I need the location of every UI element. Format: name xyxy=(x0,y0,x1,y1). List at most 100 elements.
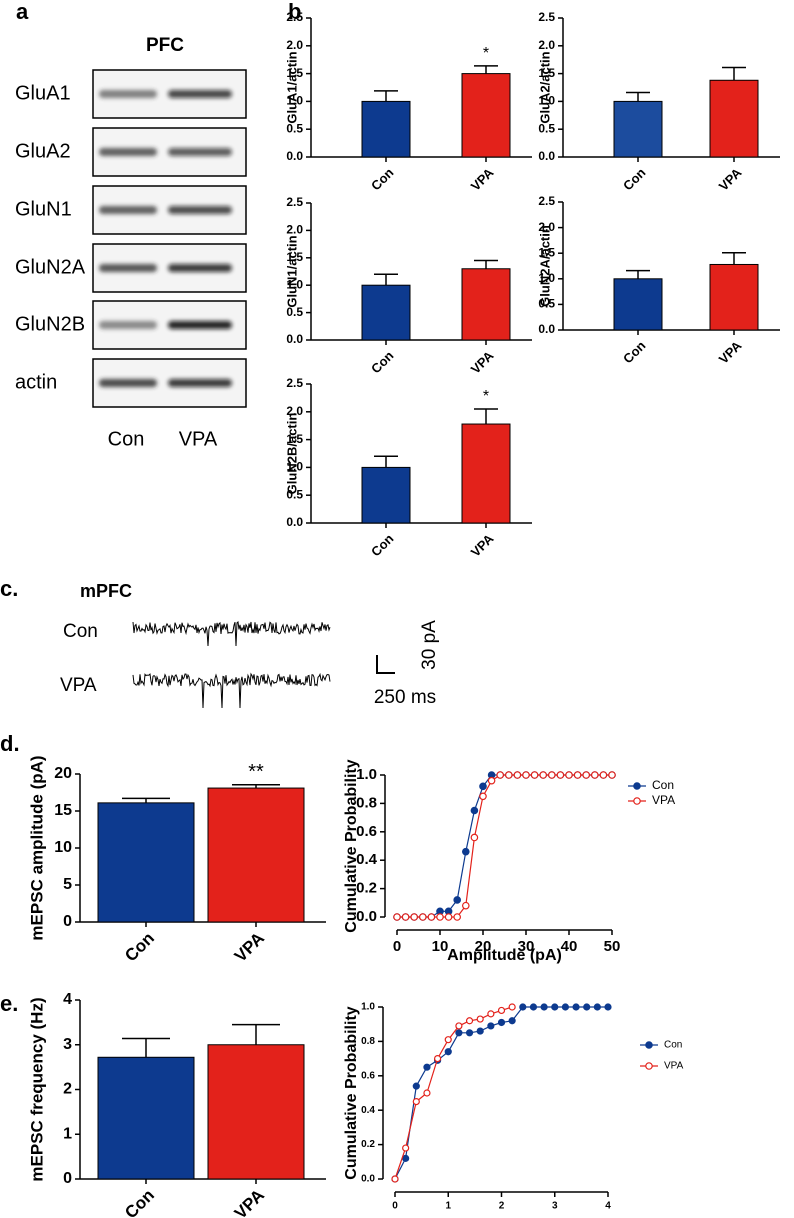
x-tick-label: 4 xyxy=(605,1201,611,1212)
y-tick-label: 1.0 xyxy=(286,94,303,108)
point xyxy=(470,806,479,815)
y-tick-label: 0.0 xyxy=(361,1174,375,1185)
y-tick-label: 1.0 xyxy=(538,271,555,285)
x-tick-label: 3 xyxy=(552,1201,558,1212)
point xyxy=(504,771,513,779)
x-tick-label: 50 xyxy=(604,938,621,955)
point xyxy=(529,1003,538,1011)
legend-marker xyxy=(633,782,641,790)
x-tick-label: Con xyxy=(121,1186,158,1218)
y-tick-label: 2.5 xyxy=(538,10,555,24)
y-tick-label: 2.0 xyxy=(538,38,555,52)
y-tick-label: 2.0 xyxy=(286,404,303,418)
point xyxy=(604,1003,612,1011)
point xyxy=(402,1154,410,1162)
y-tick-label: 0.6 xyxy=(361,1070,375,1081)
panel-label: a xyxy=(16,0,29,24)
significance: * xyxy=(483,45,489,62)
series-line xyxy=(397,774,612,918)
y-tick-label: 1.5 xyxy=(286,66,303,80)
y-tick-label: 20 xyxy=(54,765,72,782)
y-axis-title: mEPSC frequency (Hz) xyxy=(27,997,46,1181)
y-tick-label: 0.5 xyxy=(538,297,555,311)
point xyxy=(599,771,608,779)
point xyxy=(465,1029,474,1037)
lane-label: Con xyxy=(108,428,145,450)
y-tick-label: 1.0 xyxy=(286,460,303,474)
y-tick-label: 0.2 xyxy=(356,880,377,897)
point xyxy=(455,1022,463,1030)
bar xyxy=(613,278,663,331)
series-line xyxy=(397,774,612,918)
x-tick-label: 10 xyxy=(432,938,449,955)
scale-bar xyxy=(376,655,395,674)
x-tick-label: 2 xyxy=(499,1201,505,1212)
point xyxy=(496,771,505,779)
y-tick-label: 2.0 xyxy=(286,223,303,237)
legend-label: Con xyxy=(652,778,674,792)
y-axis-title: Cumulative Probability xyxy=(343,1006,360,1179)
scale-label: 30 pA xyxy=(419,620,440,670)
bar xyxy=(207,1044,305,1180)
y-tick-label: 2.5 xyxy=(538,194,555,208)
y-tick-label: 0.0 xyxy=(538,149,555,163)
point xyxy=(556,771,565,779)
y-axis-title: Cumulative Probability xyxy=(343,759,360,932)
y-axis-title: GluN2A/actin xyxy=(537,225,552,307)
y-tick-label: 0.6 xyxy=(356,823,377,840)
significance: ** xyxy=(248,761,264,783)
x-axis-title: Amplitude (pA) xyxy=(447,947,562,964)
point xyxy=(436,913,444,921)
y-tick-label: 2.0 xyxy=(286,38,303,52)
x-tick-label: 40 xyxy=(561,938,578,955)
blot-row-label: GluA1 xyxy=(15,82,71,104)
x-tick-label: Con xyxy=(368,531,397,560)
y-tick-label: 5 xyxy=(63,876,72,893)
trace xyxy=(132,672,331,709)
point xyxy=(412,1097,420,1106)
bar xyxy=(361,284,411,341)
y-tick-label: 2 xyxy=(63,1081,72,1098)
y-tick-label: 0.0 xyxy=(538,322,555,336)
point xyxy=(427,913,436,921)
bar xyxy=(461,73,511,158)
band xyxy=(168,379,232,387)
y-tick-label: 1.5 xyxy=(286,250,303,264)
y-tick-label: 1.0 xyxy=(538,94,555,108)
series-line xyxy=(394,1006,513,1180)
y-tick-label: 1.0 xyxy=(361,1002,375,1013)
point xyxy=(418,913,427,921)
point xyxy=(423,1063,431,1071)
panel-label: d. xyxy=(0,731,20,756)
x-tick-label: 0 xyxy=(393,938,401,955)
panel-label: e. xyxy=(0,991,18,1016)
y-tick-label: 2.5 xyxy=(286,10,303,24)
blot-row-label: GluA2 xyxy=(15,140,71,162)
y-tick-label: 0.0 xyxy=(286,515,303,529)
band xyxy=(168,206,232,214)
band xyxy=(99,264,157,272)
point xyxy=(497,1018,506,1027)
y-axis-title: GluN2B/actin xyxy=(284,413,299,495)
legend-marker xyxy=(633,797,641,805)
panel-label: c. xyxy=(0,576,18,601)
point xyxy=(513,771,522,779)
point xyxy=(434,1054,442,1063)
point xyxy=(593,1003,601,1011)
point xyxy=(461,847,470,856)
x-tick-label: VPA xyxy=(468,165,497,194)
band xyxy=(99,379,157,387)
y-tick-label: 0.0 xyxy=(286,149,303,163)
y-tick-label: 1.0 xyxy=(286,277,303,291)
y-tick-label: 0.0 xyxy=(286,332,303,346)
point xyxy=(497,1006,506,1015)
band xyxy=(99,148,157,156)
y-tick-label: 2.5 xyxy=(286,195,303,209)
x-tick-label: 1 xyxy=(445,1201,451,1212)
y-tick-label: 0.4 xyxy=(361,1105,375,1116)
point xyxy=(393,913,401,921)
point xyxy=(461,901,470,910)
y-tick-label: 2.5 xyxy=(286,376,303,390)
point xyxy=(401,913,410,921)
blot-row-label: GluN2B xyxy=(15,313,85,335)
